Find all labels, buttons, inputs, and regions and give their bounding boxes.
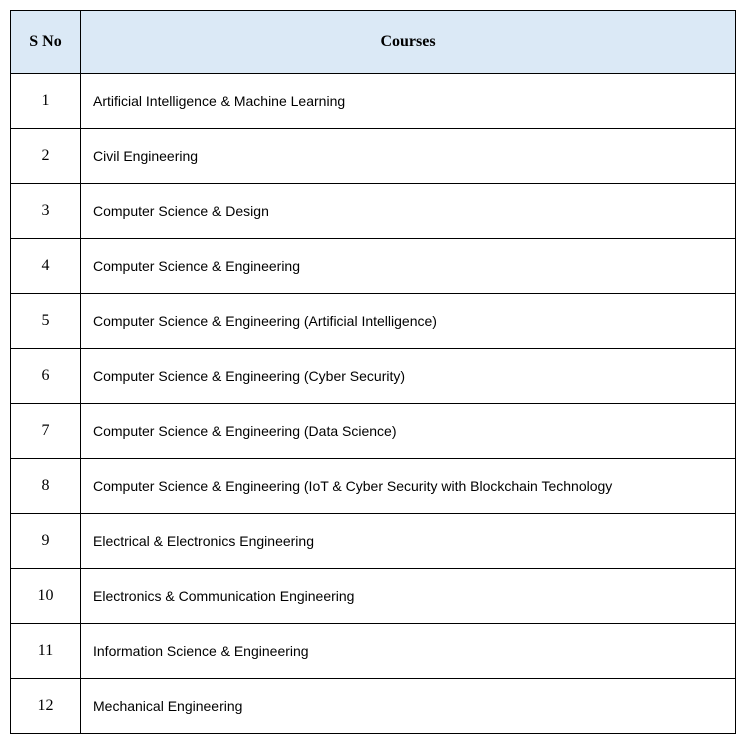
cell-sno: 3 (11, 184, 81, 239)
table-row: 4 Computer Science & Engineering (11, 239, 736, 294)
column-header-sno: S No (11, 11, 81, 74)
cell-course: Civil Engineering (81, 129, 736, 184)
cell-sno: 10 (11, 569, 81, 624)
cell-sno: 2 (11, 129, 81, 184)
cell-sno: 8 (11, 459, 81, 514)
cell-course: Computer Science & Design (81, 184, 736, 239)
table-header-row: S No Courses (11, 11, 736, 74)
cell-course: Mechanical Engineering (81, 679, 736, 734)
table-row: 10 Electronics & Communication Engineeri… (11, 569, 736, 624)
cell-course: Computer Science & Engineering (81, 239, 736, 294)
cell-sno: 4 (11, 239, 81, 294)
table-row: 5 Computer Science & Engineering (Artifi… (11, 294, 736, 349)
cell-course: Computer Science & Engineering (Data Sci… (81, 404, 736, 459)
cell-sno: 12 (11, 679, 81, 734)
cell-course: Electronics & Communication Engineering (81, 569, 736, 624)
cell-course: Computer Science & Engineering (Cyber Se… (81, 349, 736, 404)
table-row: 8 Computer Science & Engineering (IoT & … (11, 459, 736, 514)
table-row: 7 Computer Science & Engineering (Data S… (11, 404, 736, 459)
cell-course: Computer Science & Engineering (IoT & Cy… (81, 459, 736, 514)
table-row: 12 Mechanical Engineering (11, 679, 736, 734)
cell-course: Artificial Intelligence & Machine Learni… (81, 74, 736, 129)
cell-course: Electrical & Electronics Engineering (81, 514, 736, 569)
table-row: 6 Computer Science & Engineering (Cyber … (11, 349, 736, 404)
cell-sno: 9 (11, 514, 81, 569)
cell-course: Information Science & Engineering (81, 624, 736, 679)
courses-table: S No Courses 1 Artificial Intelligence &… (10, 10, 736, 734)
cell-sno: 11 (11, 624, 81, 679)
cell-sno: 6 (11, 349, 81, 404)
cell-sno: 7 (11, 404, 81, 459)
table-body: 1 Artificial Intelligence & Machine Lear… (11, 74, 736, 734)
cell-sno: 1 (11, 74, 81, 129)
table-row: 3 Computer Science & Design (11, 184, 736, 239)
cell-course: Computer Science & Engineering (Artifici… (81, 294, 736, 349)
column-header-courses: Courses (81, 11, 736, 74)
table-row: 2 Civil Engineering (11, 129, 736, 184)
cell-sno: 5 (11, 294, 81, 349)
table-row: 11 Information Science & Engineering (11, 624, 736, 679)
table-row: 9 Electrical & Electronics Engineering (11, 514, 736, 569)
table-row: 1 Artificial Intelligence & Machine Lear… (11, 74, 736, 129)
